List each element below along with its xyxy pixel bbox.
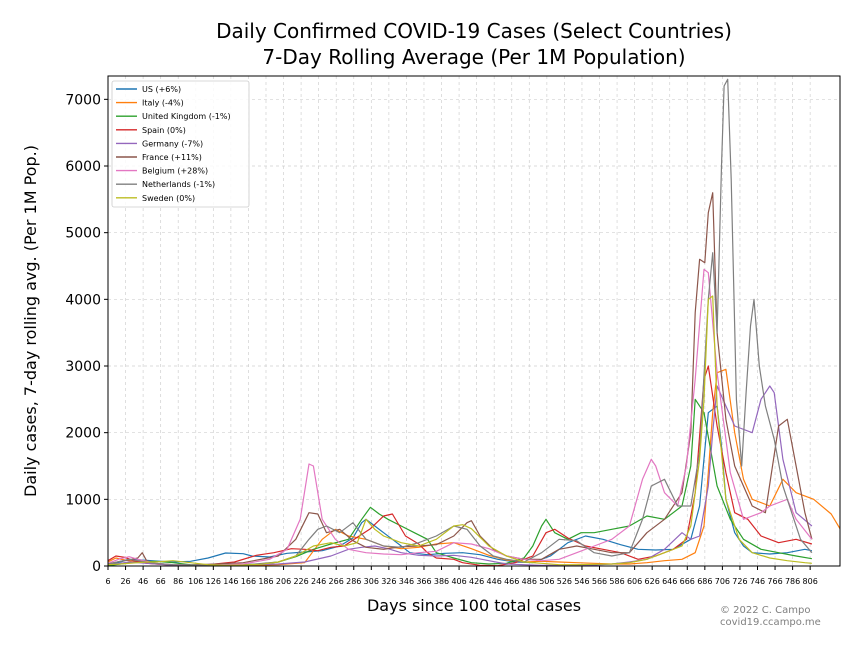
legend-entry: US (+6%) [142,85,181,94]
x-tick-label: 786 [785,577,800,586]
x-tick-label: 46 [138,577,148,586]
x-tick-label: 6 [105,577,110,586]
x-tick-label: 446 [487,577,502,586]
legend-entry: France (+11%) [142,153,202,162]
x-tick-label: 146 [223,577,238,586]
x-tick-label: 106 [188,577,203,586]
y-axis-ticks: 0 1000 2000 3000 4000 5000 6000 7000 [65,92,108,575]
x-tick-label: 546 [574,577,589,586]
series-line [107,365,813,567]
x-tick-label: 426 [469,577,484,586]
legend: US (+6%) Italy (-4%) United Kingdom (-1%) S… [111,80,250,208]
legend-entry: Germany (-7%) [142,139,203,148]
x-tick-label: 466 [504,577,519,586]
y-tick-label: 4000 [65,292,101,308]
credit-line1: © 2022 C. Campo [720,605,810,616]
series-lines [107,78,841,567]
series-line [107,385,813,566]
x-tick-label: 666 [680,577,695,586]
x-tick-label: 266 [329,577,344,586]
x-tick-label: 746 [750,577,765,586]
x-tick-label: 286 [346,577,361,586]
x-tick-label: 726 [732,577,747,586]
x-tick-label: 566 [592,577,607,586]
y-tick-label: 2000 [65,426,101,442]
y-tick-label: 6000 [65,159,101,175]
x-tick-label: 606 [627,577,642,586]
x-tick-label: 626 [645,577,660,586]
x-axis-ticks: 6 26 46 66 86 106 126 146 166 186 206 226 246 266 286 3… [105,566,818,586]
y-tick-label: 5000 [65,226,101,242]
legend-entry: Spain (0%) [142,126,186,135]
legend-box [111,80,250,208]
legend-entry: United Kingdom (-1%) [142,112,231,121]
y-tick-label: 7000 [65,92,101,108]
series-line [107,295,812,566]
x-tick-label: 126 [206,577,221,586]
legend-entry: Belgium (+28%) [142,167,208,176]
x-tick-label: 686 [697,577,712,586]
x-axis-label: Days since 100 total cases [367,596,581,615]
x-tick-label: 66 [156,577,166,586]
x-tick-label: 506 [539,577,554,586]
x-tick-label: 406 [451,577,466,586]
x-tick-label: 346 [399,577,414,586]
x-tick-label: 166 [241,577,256,586]
x-tick-label: 806 [803,577,818,586]
x-tick-label: 306 [364,577,379,586]
x-tick-label: 186 [258,577,273,586]
series-line [107,78,813,566]
plot-frame [107,75,841,567]
y-tick-label: 0 [92,559,101,575]
y-tick-label: 3000 [65,359,101,375]
x-tick-label: 366 [416,577,431,586]
x-tick-label: 206 [276,577,291,586]
x-tick-label: 586 [609,577,624,586]
x-tick-label: 86 [173,577,183,586]
y-axis-label: Daily cases, 7-day rolling avg. (Per 1M … [21,145,40,497]
x-tick-label: 246 [311,577,326,586]
x-tick-label: 386 [434,577,449,586]
x-tick-label: 706 [715,577,730,586]
chart-title-line1: Daily Confirmed COVID-19 Cases (Select C… [216,19,732,43]
x-tick-label: 526 [557,577,572,586]
x-tick-label: 646 [662,577,677,586]
legend-entry: Netherlands (-1%) [142,180,215,189]
x-tick-label: 766 [767,577,782,586]
x-tick-label: 226 [293,577,308,586]
x-tick-label: 486 [522,577,537,586]
x-tick-label: 326 [381,577,396,586]
legend-entry: Italy (-4%) [142,99,184,108]
legend-entry: Sweden (0%) [142,194,195,203]
x-tick-label: 26 [120,577,130,586]
chart-title-line2: 7-Day Rolling Average (Per 1M Population… [262,45,685,69]
y-tick-label: 1000 [65,492,101,508]
credit-line2: covid19.ccampo.me [720,617,821,628]
